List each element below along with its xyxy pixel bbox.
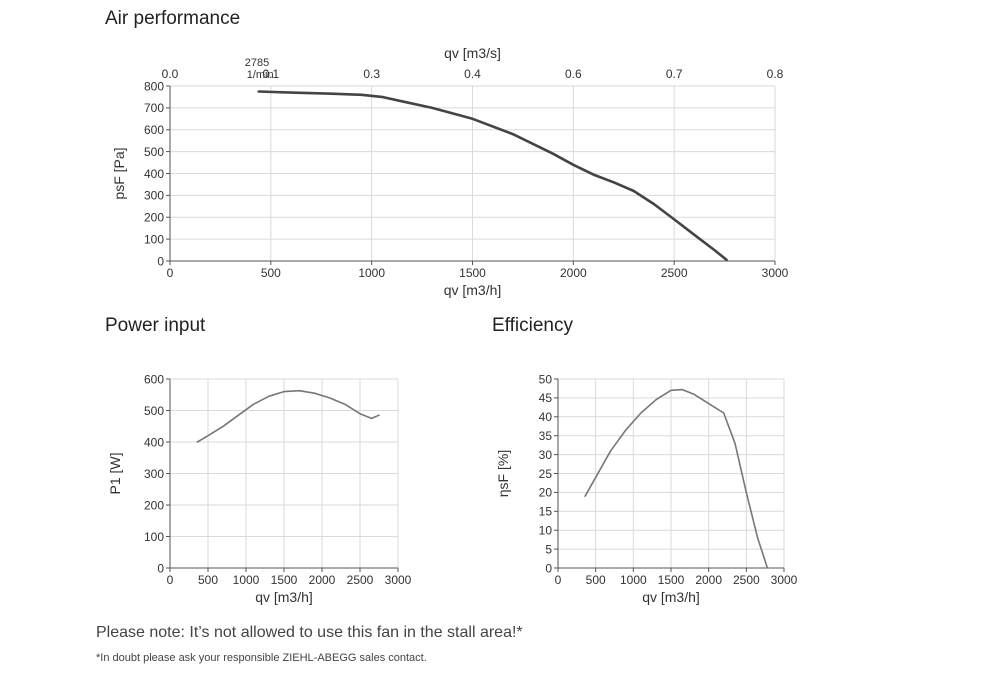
x2-tick-label: 0.1 xyxy=(262,67,279,81)
x-tick-label: 1500 xyxy=(459,266,486,280)
speed-annotation-unit: 1/min xyxy=(247,69,274,81)
y-tick-label: 0 xyxy=(545,561,552,575)
x2-tick-label: 0.7 xyxy=(666,67,683,81)
y-tick-label: 5 xyxy=(545,542,552,556)
y-tick-label: 25 xyxy=(539,467,553,481)
power-input-title: Power input xyxy=(105,315,206,336)
x-tick-label: 2500 xyxy=(733,573,760,587)
y-axis-title: ηsF [%] xyxy=(495,450,511,497)
y-tick-label: 200 xyxy=(144,211,164,225)
series-line xyxy=(257,90,728,262)
y-tick-label: 40 xyxy=(539,410,553,424)
y-tick-label: 35 xyxy=(539,429,553,443)
series-line xyxy=(584,388,769,569)
speed-annotation-rpm: 2785 xyxy=(245,57,269,69)
x-tick-label: 0 xyxy=(555,573,562,587)
grid xyxy=(557,378,785,569)
y-tick-label: 0 xyxy=(157,254,164,268)
x-tick-label: 0 xyxy=(167,573,174,587)
y-tick-label: 300 xyxy=(144,467,164,481)
x-tick-label: 1500 xyxy=(271,573,298,587)
y-tick-label: 30 xyxy=(539,448,553,462)
y-tick-label: 500 xyxy=(144,404,164,418)
y-tick-label: 100 xyxy=(144,232,164,246)
y-tick-label: 50 xyxy=(539,372,553,386)
x-axis-title: qv [m3/h] xyxy=(444,282,502,298)
x2-tick-label: 0.0 xyxy=(162,67,179,81)
sales-contact-footnote: *In doubt please ask your responsible ZI… xyxy=(96,652,427,664)
x2-axis-title: qv [m3/s] xyxy=(444,45,501,61)
x-tick-label: 1000 xyxy=(233,573,260,587)
x-axis-title: qv [m3/h] xyxy=(255,589,313,605)
y-tick-label: 45 xyxy=(539,391,553,405)
x-tick-label: 500 xyxy=(261,266,281,280)
power-input-chart: 0 500 1000 1500 2000 2500 3000 0 100 200 300 400 500… xyxy=(107,372,412,605)
x2-tick-label: 0.3 xyxy=(363,67,380,81)
air-performance-title: Air performance xyxy=(105,8,241,29)
y-tick-label: 600 xyxy=(144,372,164,386)
x2-tick-label: 0.8 xyxy=(767,67,784,81)
series-line xyxy=(196,389,380,443)
y-tick-label: 10 xyxy=(539,524,553,538)
x-tick-label: 3000 xyxy=(771,573,798,587)
x-tick-label: 1000 xyxy=(358,266,385,280)
x-tick-label: 0 xyxy=(167,266,174,280)
x-axis-title: qv [m3/h] xyxy=(642,589,700,605)
x2-tick-label: 0.6 xyxy=(565,67,582,81)
x-tick-label: 2000 xyxy=(309,573,336,587)
y-tick-label: 600 xyxy=(144,123,164,137)
y-axis-title: psF [Pa] xyxy=(111,147,127,199)
x-tick-label: 1500 xyxy=(658,573,685,587)
x-tick-label: 1000 xyxy=(620,573,647,587)
y-tick-label: 500 xyxy=(144,145,164,159)
x-tick-label: 500 xyxy=(198,573,218,587)
y-tick-label: 20 xyxy=(539,486,553,500)
stall-warning-note: Please note: It’s not allowed to use thi… xyxy=(96,624,523,641)
efficiency-chart: 0 500 1000 1500 2000 2500 3000 0 5 10 15 20 25 30 35 40… xyxy=(495,372,798,605)
x2-tick-label: 0.4 xyxy=(464,67,481,81)
y-tick-label: 0 xyxy=(157,561,164,575)
y-tick-label: 400 xyxy=(144,167,164,181)
y-tick-label: 15 xyxy=(539,505,553,519)
y-tick-label: 700 xyxy=(144,101,164,115)
x-tick-label: 2000 xyxy=(695,573,722,587)
y-tick-label: 300 xyxy=(144,189,164,203)
grid xyxy=(169,378,399,569)
y-tick-label: 100 xyxy=(144,530,164,544)
air-performance-chart: 0 500 1000 1500 2000 2500 3000 0 100 200 300 400 500… xyxy=(111,45,789,298)
x-tick-label: 2500 xyxy=(347,573,374,587)
x-tick-label: 2500 xyxy=(661,266,688,280)
y-tick-label: 400 xyxy=(144,435,164,449)
x-tick-label: 3000 xyxy=(762,266,789,280)
x-tick-label: 2000 xyxy=(560,266,587,280)
grid xyxy=(169,85,776,262)
x-tick-label: 500 xyxy=(586,573,606,587)
y-tick-label: 200 xyxy=(144,498,164,512)
y-tick-label: 800 xyxy=(144,79,164,93)
x-tick-label: 3000 xyxy=(385,573,412,587)
efficiency-title: Efficiency xyxy=(492,315,573,336)
y-axis-title: P1 [W] xyxy=(107,452,123,494)
